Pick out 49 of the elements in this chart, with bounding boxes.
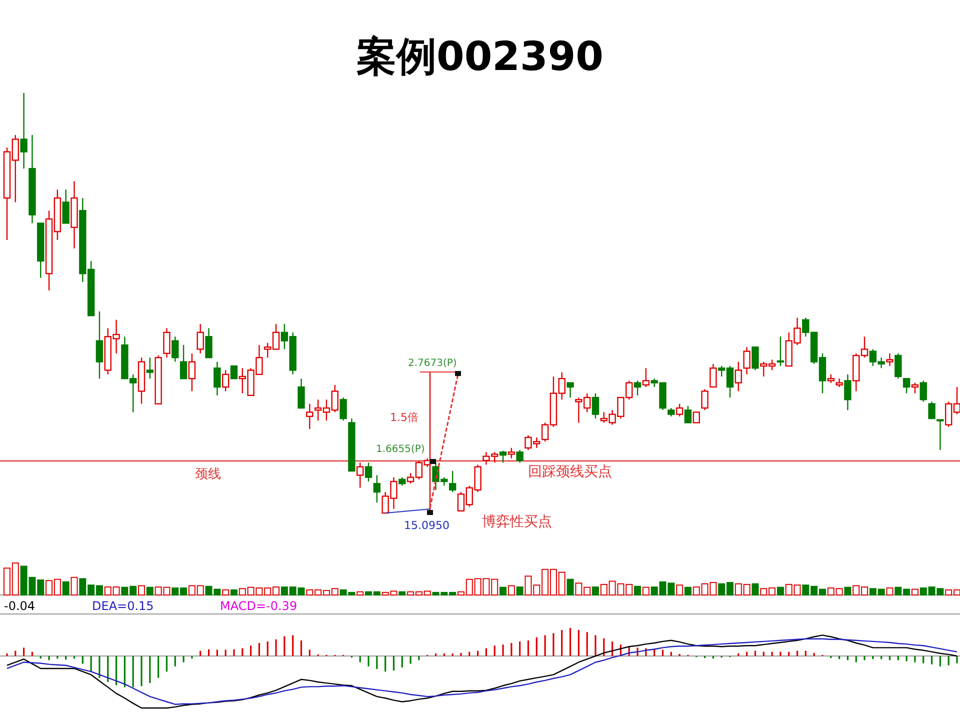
candlestick xyxy=(70,180,78,249)
candlestick xyxy=(214,361,221,396)
candlestick xyxy=(96,310,104,380)
bar xyxy=(752,583,759,596)
candlestick xyxy=(163,328,170,358)
annotation: 1.5倍 xyxy=(390,411,418,424)
candlestick xyxy=(668,407,675,417)
bar xyxy=(398,591,406,596)
bar xyxy=(222,589,230,596)
ref-line-label: 颈线 xyxy=(195,466,221,482)
bar xyxy=(634,586,642,596)
text: MACD=-0.39 xyxy=(220,599,298,613)
bar xyxy=(844,586,852,596)
text: DEA=0.15 xyxy=(92,599,154,613)
annotation: 1.6655(P) xyxy=(376,444,425,455)
bar xyxy=(70,576,78,596)
bar xyxy=(592,586,599,596)
candlestick xyxy=(516,449,524,464)
candlestick xyxy=(886,352,894,367)
candlestick xyxy=(836,378,843,388)
bar xyxy=(146,586,154,596)
bar xyxy=(684,586,692,596)
annotation: 回踩颈线买点 xyxy=(528,464,612,480)
bar xyxy=(886,587,894,596)
text: 博弈性买点 xyxy=(482,514,552,530)
bar xyxy=(676,584,684,596)
bar xyxy=(911,588,918,596)
bar xyxy=(776,586,784,596)
candlestick xyxy=(844,374,852,411)
chart-title: 案例002390 xyxy=(356,34,604,80)
candlestick xyxy=(894,352,902,380)
text: 15.0950 xyxy=(404,519,450,532)
annotation: 2.7673(P) xyxy=(408,358,457,369)
candlestick xyxy=(28,134,36,224)
bar xyxy=(230,589,238,596)
bar xyxy=(508,585,515,596)
candlestick xyxy=(20,92,28,170)
bar xyxy=(566,578,574,596)
candlestick xyxy=(701,388,708,411)
bar xyxy=(356,591,364,596)
bar xyxy=(138,585,146,596)
text: -0.04 xyxy=(4,599,36,613)
candlestick xyxy=(306,403,314,430)
bar xyxy=(500,586,507,596)
bar xyxy=(516,586,524,596)
candlestick xyxy=(743,346,750,375)
bar xyxy=(642,586,650,596)
bar xyxy=(62,581,70,596)
candlestick xyxy=(340,396,347,422)
